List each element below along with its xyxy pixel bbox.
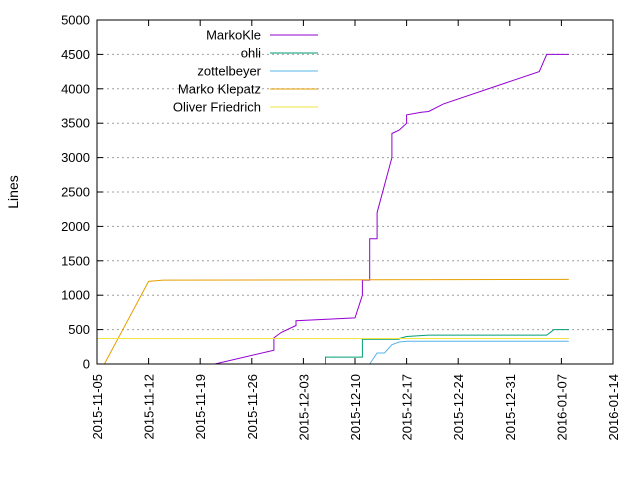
legend-label: Oliver Friedrich [173,100,261,115]
y-tick-label: 3000 [61,150,90,165]
y-axis-title: Lines [5,175,21,208]
x-tick-label: 2015-11-19 [193,374,208,440]
y-tick-label: 2500 [61,185,90,200]
series-line-0 [214,53,569,365]
x-tick-label: 2016-01-07 [554,374,569,441]
grid [97,53,613,331]
series-lines [97,53,569,365]
x-tick-label: 2015-11-12 [142,374,157,440]
y-tick-label: 1500 [61,253,90,268]
y-tick-label: 0 [83,357,90,372]
y-tick-label: 2000 [61,219,90,234]
y-tick-label: 1000 [61,288,90,303]
x-tick-label: 2016-01-14 [606,374,621,441]
x-axis-ticks: 2015-11-05 2015-11-12 2015-11-19 2015-11-26… [90,20,621,441]
x-tick-label: 2015-12-24 [451,374,466,441]
plot-border [96,19,614,365]
y-tick-label: 5000 [61,13,90,28]
legend-label: zottelbeyer [197,64,261,79]
x-tick-label: 2015-12-03 [296,374,311,441]
x-tick-label: 2015-11-26 [245,374,260,440]
x-tick-label: 2015-11-05 [90,374,105,440]
y-axis-ticks: 0 500 1000 1500 2000 2500 3000 3500 4000 4500 5000 [61,13,613,372]
legend: MarkoKle ohli zottelbeyer Marko Klepatz Oliv… [173,28,318,115]
series-line-3 [103,278,569,365]
legend-label: ohli [241,46,261,61]
legend-label: MarkoKle [206,28,261,43]
y-tick-label: 4000 [61,81,90,96]
y-tick-label: 500 [68,322,90,337]
series-line-2 [369,340,569,365]
y-tick-label: 4500 [61,47,90,62]
legend-label: Marko Klepatz [178,82,261,97]
x-tick-label: 2015-12-31 [503,374,518,441]
x-tick-label: 2015-12-17 [400,374,415,441]
plot-frame [96,19,614,365]
series-line-1 [318,329,569,365]
x-tick-label: 2015-12-10 [348,374,363,441]
y-tick-label: 3500 [61,116,90,131]
